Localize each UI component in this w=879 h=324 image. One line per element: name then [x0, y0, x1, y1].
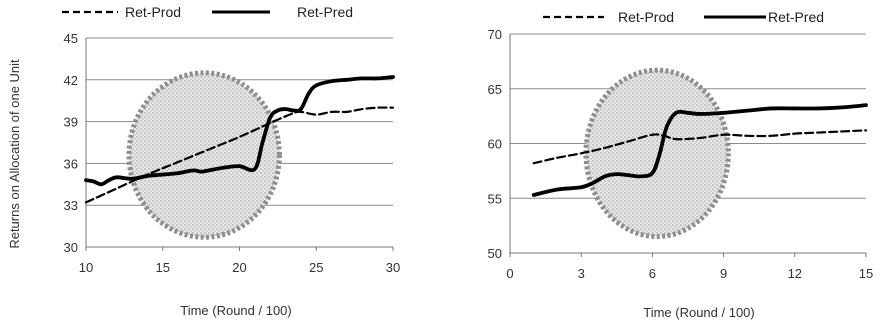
- right-y-tick-label: 55: [488, 191, 502, 206]
- right-axes: [509, 34, 867, 257]
- left-y-tick-label: 30: [64, 240, 78, 255]
- right-y-tick-label: 65: [488, 82, 502, 97]
- left-x-tick-label: 10: [79, 260, 93, 275]
- right-x-axis-title: Time (Round / 100): [643, 305, 755, 320]
- right-legend-ret-prod-label: Ret-Prod: [618, 9, 674, 25]
- left-y-tick-label: 39: [64, 115, 78, 130]
- left-highlight-ellipse: [126, 70, 282, 240]
- left-legend: Ret-Prod Ret-Pred: [62, 4, 353, 20]
- right-x-tick-label: 6: [649, 266, 656, 281]
- left-series-ret-pred: [84, 75, 395, 187]
- left-series-lines: [84, 75, 395, 204]
- right-legend: Ret-Prod Ret-Pred: [543, 9, 824, 25]
- left-y-tick-label: 42: [64, 73, 78, 88]
- right-highlight-ellipse: [583, 67, 731, 240]
- right-series-ret-pred: [531, 103, 868, 197]
- left-y-axis-title: Returns on Allocation of one Unit: [7, 59, 22, 249]
- left-x-tick-label: 25: [309, 260, 323, 275]
- right-chart: 50 55 60 65 70 0 3 6 9 12 15 Time (Round / 100) R…: [488, 9, 874, 320]
- right-series-lines: [531, 103, 868, 197]
- left-y-tick-label: 36: [64, 156, 78, 171]
- right-y-tick-label: 50: [488, 246, 502, 261]
- left-x-tick-label: 30: [386, 260, 400, 275]
- right-y-tick-label: 60: [488, 137, 502, 152]
- right-x-tick-label: 3: [578, 266, 585, 281]
- left-highlight-ellipse-layer: [126, 70, 282, 240]
- left-y-tick-labels: 30 33 36 39 42 45: [64, 31, 78, 255]
- right-x-tick-label: 12: [788, 266, 802, 281]
- left-x-axis-title: Time (Round / 100): [180, 303, 292, 318]
- right-x-tick-label: 0: [506, 266, 513, 281]
- left-series-ret-prod: [84, 106, 395, 204]
- right-series-ret-prod: [532, 129, 868, 165]
- right-highlight-ellipse-layer: [583, 67, 731, 240]
- left-legend-ret-prod-label: Ret-Prod: [125, 4, 181, 20]
- right-x-tick-labels: 0 3 6 9 12 15: [506, 266, 873, 281]
- left-legend-ret-pred-label: Ret-Pred: [297, 4, 353, 20]
- left-y-tick-label: 33: [64, 198, 78, 213]
- right-legend-ret-pred-label: Ret-Pred: [768, 9, 824, 25]
- left-y-tick-label: 45: [64, 31, 78, 46]
- right-y-tick-labels: 50 55 60 65 70: [488, 27, 502, 261]
- left-chart: 30 33 36 39 42 45 10 15 20 25 30 Time (Round / 10…: [7, 4, 400, 318]
- right-x-tick-label: 9: [720, 266, 727, 281]
- left-axes: [85, 38, 394, 251]
- left-x-tick-label: 20: [232, 260, 246, 275]
- left-x-tick-labels: 10 15 20 25 30: [79, 260, 400, 275]
- left-x-tick-label: 15: [156, 260, 170, 275]
- right-x-tick-label: 15: [859, 266, 873, 281]
- right-y-tick-label: 70: [488, 27, 502, 42]
